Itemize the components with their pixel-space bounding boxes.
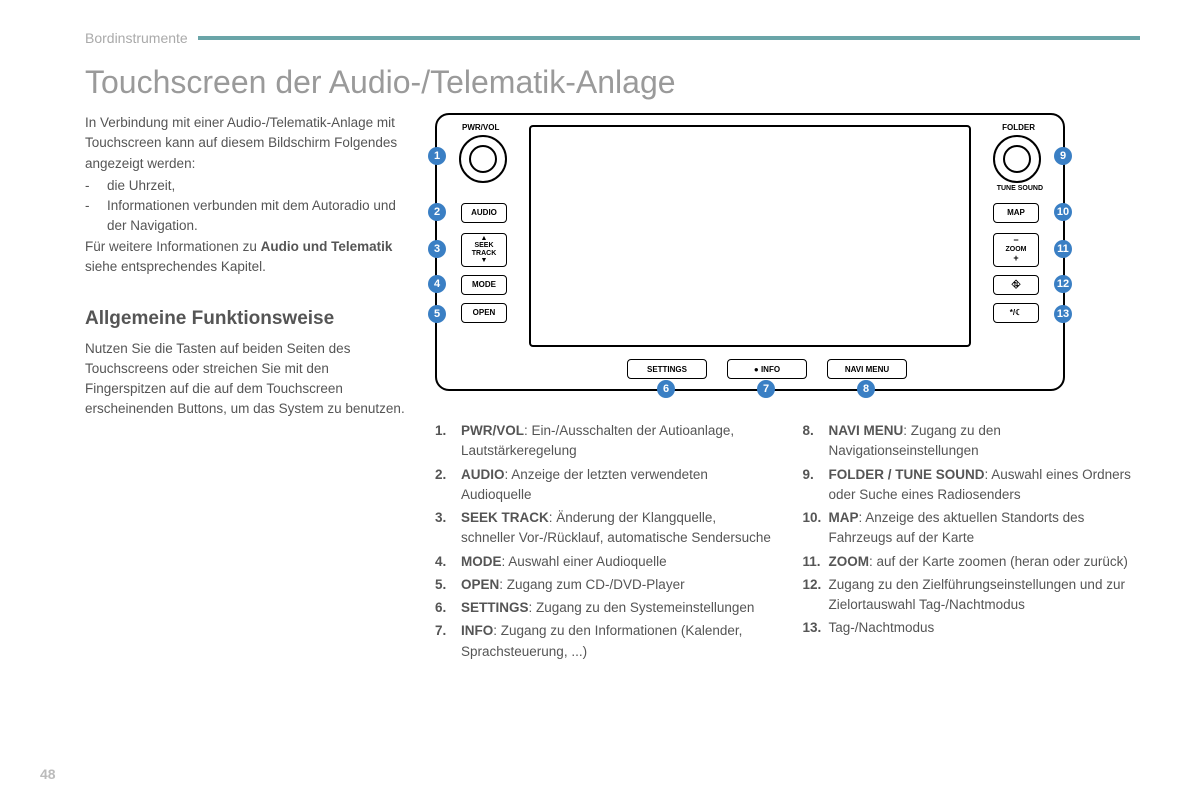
callout-4: 4 [428,275,446,293]
daynight-button: */☾ [993,303,1039,323]
callout-11: 11 [1054,240,1072,258]
map-button: MAP [993,203,1039,223]
route-button: ⛗ [993,275,1039,295]
section-label: Bordinstrumente [85,30,188,46]
seek-track-button: ▲SEEKTRACK▼ [461,233,507,267]
open-button: OPEN [461,303,507,323]
navi-menu-button: NAVI MENU [827,359,907,379]
header-accent-bar [198,36,1140,40]
page-number: 48 [40,766,56,782]
audio-button: AUDIO [461,203,507,223]
callout-12: 12 [1054,275,1072,293]
device-screen [529,125,971,347]
subsection-title: Allgemeine Funktionsweise [85,305,405,334]
settings-button: SETTINGS [627,359,707,379]
folder-label: FOLDER [1002,123,1035,132]
intro-paragraph: In Verbindung mit einer Audio-/Telematik… [85,113,405,174]
bullet-2: Informationen verbunden mit dem Autoradi… [107,196,405,237]
callout-6: 6 [657,380,675,398]
callout-5: 5 [428,305,446,323]
callout-9: 9 [1054,147,1072,165]
page-title: Touchscreen der Audio-/Telematik-Anlage [85,64,1140,101]
callout-3: 3 [428,240,446,258]
bullet-dash: - [85,176,107,196]
bullet-1: die Uhrzeit, [107,176,405,196]
callout-8: 8 [857,380,875,398]
callout-1: 1 [428,147,446,165]
info-button: ● INFO [727,359,807,379]
callout-2: 2 [428,203,446,221]
left-column: In Verbindung mit einer Audio-/Telematik… [85,113,405,665]
intro-paragraph-2: Für weitere Informationen zu Audio und T… [85,237,405,278]
callout-13: 13 [1054,305,1072,323]
subsection-text: Nutzen Sie die Tasten auf beiden Seiten … [85,339,405,420]
pwr-vol-label: PWR/VOL [462,123,499,132]
callout-7: 7 [757,380,775,398]
tune-sound-label: TUNE SOUND [997,185,1043,192]
device-diagram: PWR/VOL AUDIO ▲SEEKTRACK▼ MODE OPEN FOLD… [435,113,1065,391]
zoom-button: −ZOOM+ [993,233,1039,267]
mode-button: MODE [461,275,507,295]
bullet-dash: - [85,196,107,237]
callout-10: 10 [1054,203,1072,221]
pwr-vol-knob [459,135,507,183]
folder-tune-knob [993,135,1041,183]
description-columns: 1.PWR/VOL: Ein-/Ausschalten der Autioanl… [435,421,1140,665]
